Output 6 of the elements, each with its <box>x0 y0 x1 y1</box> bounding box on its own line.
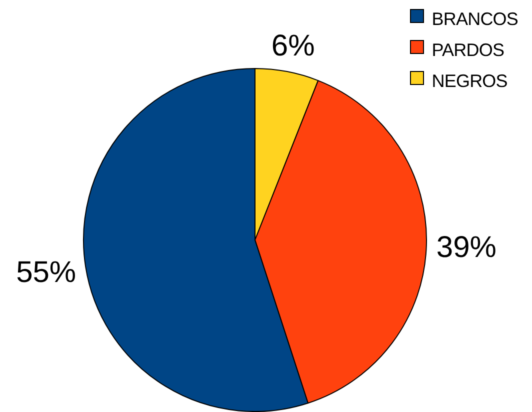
legend-label: NEGROS <box>432 71 508 92</box>
legend-label: BRANCOS <box>432 9 518 30</box>
data-label: 55% <box>16 256 76 289</box>
data-label: 39% <box>436 230 496 264</box>
legend-label: PARDOS <box>432 40 504 61</box>
data-label: 6% <box>271 30 315 63</box>
